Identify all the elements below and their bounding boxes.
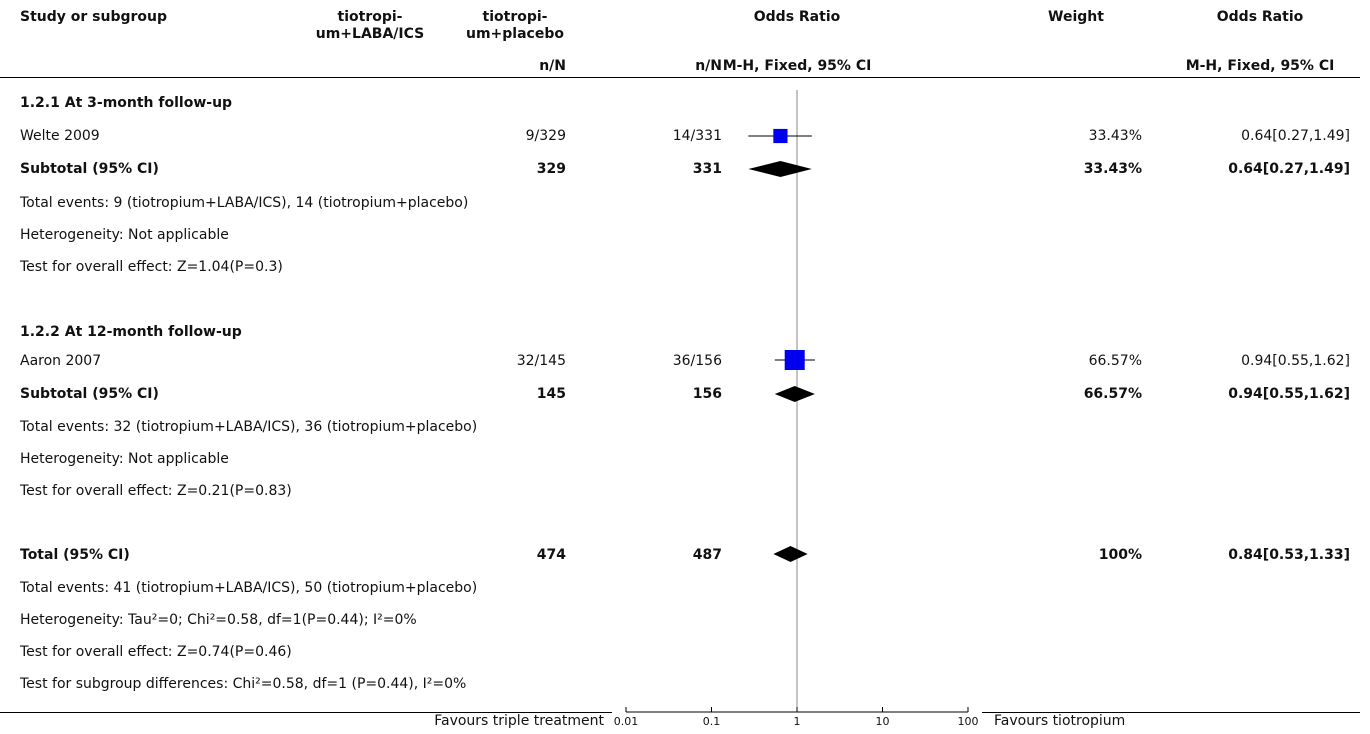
group-title: 1.2.1 At 3-month follow-up [20, 95, 233, 111]
header-ctl-line2: um+placebo [466, 26, 564, 42]
total-label: Total (95% CI) [20, 547, 130, 563]
study-ctl: 36/156 [672, 353, 722, 369]
summary-diamond [774, 386, 815, 402]
subtotal-ci: 0.94[0.55,1.62] [1228, 386, 1350, 402]
note-total-events: Total events: 32 (tiotropium+LABA/ICS), … [20, 419, 478, 435]
note-overall-effect: Test for overall effect: Z=0.21(P=0.83) [20, 483, 292, 499]
subtotal-exp: 329 [536, 161, 566, 177]
note-total-events: Total events: 9 (tiotropium+LABA/ICS), 1… [20, 195, 469, 211]
note-heterogeneity: Heterogeneity: Not applicable [20, 451, 229, 467]
total-exp: 474 [536, 547, 566, 563]
study-box [773, 128, 788, 144]
total-weight: 100% [1098, 547, 1142, 563]
header-study: Study or subgroup [20, 9, 168, 25]
header-exp-line1: tiotropi- [337, 9, 403, 25]
study-box [784, 350, 805, 370]
note-overall-effect: Test for overall effect: Z=1.04(P=0.3) [20, 259, 283, 275]
subtotal-label: Subtotal (95% CI) [20, 161, 159, 177]
header-ctl-sub: n/N [695, 58, 722, 74]
note-subgroup-differences: Test for subgroup differences: Chi²=0.58… [20, 676, 467, 692]
study-exp: 32/145 [516, 353, 566, 369]
study-exp: 9/329 [525, 128, 566, 144]
summary-diamond [773, 546, 808, 562]
study-ctl: 14/331 [672, 128, 722, 144]
favours-left-label: Favours triple treatment [434, 713, 604, 729]
x-tick-label: 10 [876, 715, 890, 728]
header-weight: Weight [1048, 9, 1104, 25]
note-heterogeneity: Heterogeneity: Not applicable [20, 227, 229, 243]
x-tick-label: 0.01 [614, 715, 639, 728]
footer-divider-left [0, 712, 612, 713]
subtotal-ctl: 331 [692, 161, 722, 177]
note-heterogeneity: Heterogeneity: Tau²=0; Chi²=0.58, df=1(P… [20, 612, 417, 628]
header-ctl-line1: tiotropi- [482, 9, 548, 25]
subtotal-label: Subtotal (95% CI) [20, 386, 159, 402]
subtotal-weight: 33.43% [1083, 161, 1142, 177]
study-ci: 0.64[0.27,1.49] [1241, 128, 1350, 144]
study-ci: 0.94[0.55,1.62] [1241, 353, 1350, 369]
total-ci: 0.84[0.53,1.33] [1228, 547, 1350, 563]
study-name: Aaron 2007 [20, 353, 102, 369]
header-exp-line2: um+LABA/ICS [315, 26, 425, 42]
header-or: Odds Ratio [753, 9, 841, 25]
subtotal-ctl: 156 [692, 386, 722, 402]
subtotal-exp: 145 [536, 386, 566, 402]
header-exp-sub: n/N [539, 58, 566, 74]
x-tick-label: 0.1 [703, 715, 721, 728]
summary-diamond [748, 161, 812, 177]
group-title: 1.2.2 At 12-month follow-up [20, 324, 242, 340]
header-or2: Odds Ratio [1216, 9, 1304, 25]
footer-divider-right [982, 712, 1360, 713]
note-overall-effect: Test for overall effect: Z=0.74(P=0.46) [20, 644, 292, 660]
total-ctl: 487 [692, 547, 722, 563]
subtotal-weight: 66.57% [1083, 386, 1142, 402]
study-name: Welte 2009 [20, 128, 100, 144]
header-method: M-H, Fixed, 95% CI [722, 58, 872, 74]
header-divider [0, 77, 1360, 78]
note-total-events: Total events: 41 (tiotropium+LABA/ICS), … [20, 580, 478, 596]
header-method2: M-H, Fixed, 95% CI [1185, 58, 1335, 74]
x-tick-label: 1 [794, 715, 801, 728]
study-weight: 33.43% [1088, 128, 1142, 144]
study-weight: 66.57% [1088, 353, 1142, 369]
favours-right-label: Favours tiotropium [994, 713, 1126, 729]
x-tick-label: 100 [958, 715, 979, 728]
subtotal-ci: 0.64[0.27,1.49] [1228, 161, 1350, 177]
